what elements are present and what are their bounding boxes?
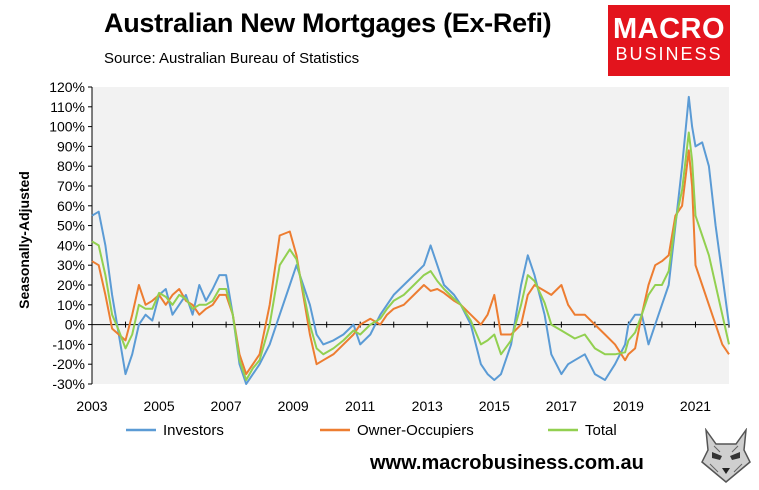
y-tick-label: 0%	[65, 317, 85, 333]
x-tick-label: 2007	[211, 398, 242, 414]
y-tick-label: 70%	[57, 178, 85, 194]
x-tick-label: 2019	[613, 398, 644, 414]
x-tick-label: 2005	[143, 398, 174, 414]
y-tick-label: -20%	[52, 356, 85, 372]
series-line-total	[91, 131, 730, 381]
y-tick-label: -10%	[52, 336, 85, 352]
x-tick-label: 2003	[76, 398, 107, 414]
y-tick-label: 20%	[57, 277, 85, 293]
series-line-investors	[91, 95, 730, 385]
y-tick-label: 120%	[49, 79, 85, 95]
y-tick-label: -30%	[52, 376, 85, 392]
y-tick-label: 90%	[57, 138, 85, 154]
x-tick-label: 2021	[680, 398, 711, 414]
y-tick-label: 100%	[49, 119, 85, 135]
plot-area	[92, 87, 729, 384]
macrobusiness-logo: MACRO BUSINESS	[608, 5, 730, 76]
y-axis-label: Seasonally-Adjusted	[16, 171, 32, 309]
footer-url[interactable]: www.macrobusiness.com.au	[370, 452, 644, 474]
y-tick-label: 40%	[57, 237, 85, 253]
wolf-mascot-icon	[701, 428, 751, 483]
x-tick-label: 2015	[479, 398, 510, 414]
chart-title: Australian New Mortgages (Ex-Refi)	[104, 8, 552, 38]
y-tick-label: 110%	[50, 99, 85, 115]
y-tick-label: 80%	[57, 158, 85, 174]
chart-subtitle: Source: Australian Bureau of Statistics	[104, 50, 360, 67]
logo-line-2: BUSINESS	[615, 44, 723, 64]
x-tick-label: 2011	[345, 398, 375, 414]
legend: Investors Owner-Occupiers Total	[126, 422, 617, 439]
legend-entry: Investors	[163, 422, 224, 439]
y-tick-label: 50%	[57, 218, 85, 234]
axes: -30% -20% -10% 0% 10% 20% 30% 40% 50% 60% 70% 80% 90…	[49, 79, 730, 414]
x-tick-label: 2017	[546, 398, 577, 414]
series-lines	[91, 95, 730, 385]
x-tick-label: 2013	[412, 398, 443, 414]
y-tick-label: 10%	[57, 297, 85, 313]
logo-line-1: MACRO	[612, 13, 726, 45]
y-tick-label: 60%	[57, 198, 85, 214]
legend-entry: Owner-Occupiers	[357, 422, 474, 439]
legend-entry: Total	[585, 422, 617, 439]
x-tick-label: 2009	[278, 398, 309, 414]
y-tick-label: 30%	[57, 257, 85, 273]
